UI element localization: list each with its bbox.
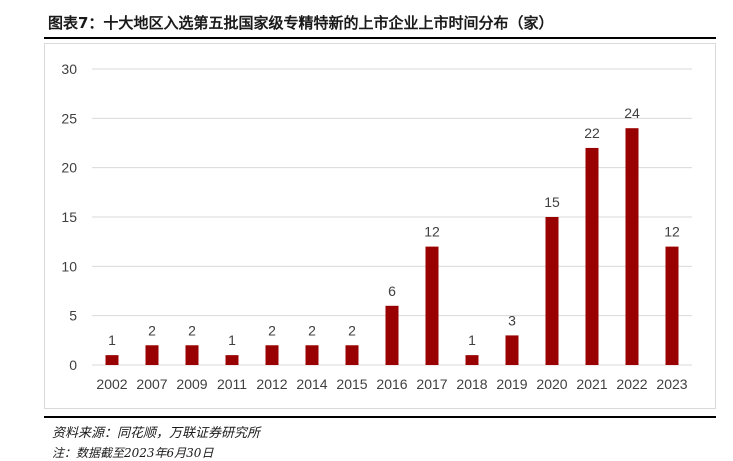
y-tick-label: 0 xyxy=(69,357,77,373)
source-note: 资料来源：同花顺，万联证券研究所 xyxy=(52,426,261,441)
bar-2015 xyxy=(345,345,359,365)
data-label-2016: 6 xyxy=(388,283,396,299)
x-tick-label: 2018 xyxy=(456,376,487,392)
x-tick-label: 2017 xyxy=(416,376,447,392)
bar-2018 xyxy=(465,355,479,365)
bars xyxy=(105,128,679,365)
x-tick-label: 2002 xyxy=(96,376,127,392)
y-tick-label: 5 xyxy=(69,308,77,324)
bar-2007 xyxy=(145,345,159,365)
chart-title: 图表7：十大地区入选第五批国家级专精特新的上市企业上市时间分布（家） xyxy=(48,14,554,32)
bar-2022 xyxy=(625,128,639,365)
bar-2002 xyxy=(105,355,119,365)
data-label-2017: 12 xyxy=(424,224,440,240)
data-label-2023: 12 xyxy=(664,224,680,240)
bar-2021 xyxy=(585,147,599,365)
y-tick-label: 30 xyxy=(61,61,77,77)
data-label-2012: 2 xyxy=(268,322,276,338)
x-tick-label: 2023 xyxy=(656,376,687,392)
data-label-2015: 2 xyxy=(348,322,356,338)
y-tick-label: 15 xyxy=(61,209,77,225)
x-tick-label: 2019 xyxy=(496,376,527,392)
data-label-2021: 22 xyxy=(584,125,600,141)
y-tick-label: 20 xyxy=(61,160,77,176)
title-divider xyxy=(44,37,716,39)
footer-divider xyxy=(44,416,716,418)
data-label-2018: 1 xyxy=(468,332,476,348)
bar-2020 xyxy=(545,217,559,365)
x-tick-label: 2009 xyxy=(176,376,207,392)
x-tick-label: 2015 xyxy=(336,376,367,392)
bar-2017 xyxy=(425,246,439,365)
data-label-2009: 2 xyxy=(188,322,196,338)
x-tick-label: 2021 xyxy=(576,376,607,392)
data-label-2019: 3 xyxy=(508,312,516,328)
bar-2016 xyxy=(385,305,399,365)
data-label-2007: 2 xyxy=(148,322,156,338)
data-note: 注：数据截至2023年6月30日 xyxy=(52,446,214,460)
y-axis-ticks: 0 5 10 15 20 25 30 xyxy=(61,61,77,373)
y-tick-label: 25 xyxy=(61,110,77,126)
x-tick-label: 2022 xyxy=(616,376,647,392)
data-label-2002: 1 xyxy=(108,332,116,348)
x-axis-ticks: 2002 2007 2009 2011 2012 2014 2015 2016 2017 2018… xyxy=(96,376,687,392)
bar-2011 xyxy=(225,355,239,365)
data-label-2014: 2 xyxy=(308,322,316,338)
y-tick-label: 10 xyxy=(61,258,77,274)
bar-2014 xyxy=(305,345,319,365)
x-tick-label: 2007 xyxy=(136,376,167,392)
bar-2023 xyxy=(665,246,679,365)
data-label-2020: 15 xyxy=(544,194,560,210)
data-label-2022: 24 xyxy=(624,105,640,121)
bar-2012 xyxy=(265,345,279,365)
x-tick-label: 2016 xyxy=(376,376,407,392)
chart-frame xyxy=(44,43,716,409)
data-label-2011: 1 xyxy=(228,332,236,348)
bar-2019 xyxy=(505,335,519,365)
x-tick-label: 2014 xyxy=(296,376,327,392)
bar-2009 xyxy=(185,345,199,365)
x-tick-label: 2012 xyxy=(256,376,287,392)
x-tick-label: 2020 xyxy=(536,376,567,392)
x-tick-label: 2011 xyxy=(217,376,247,392)
